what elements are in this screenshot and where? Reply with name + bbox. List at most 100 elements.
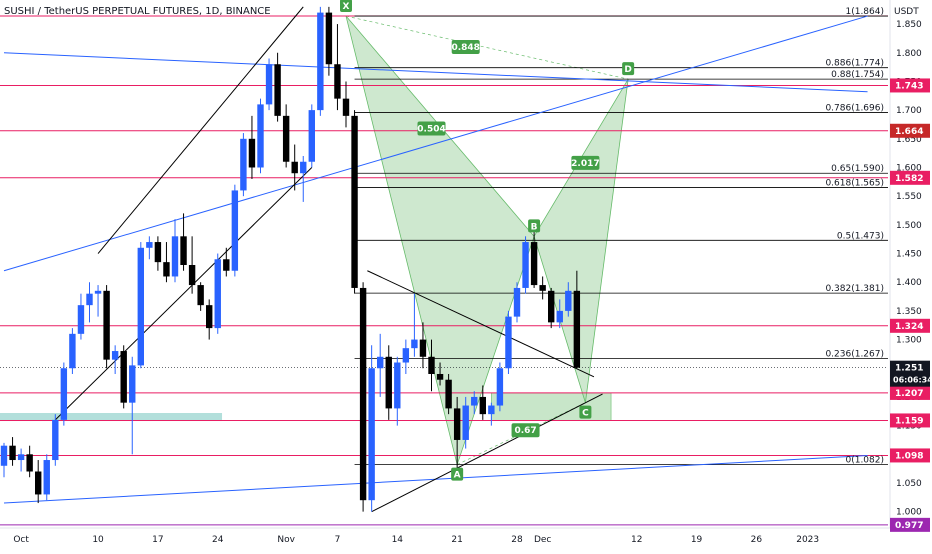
candle-15 [129,356,136,455]
candle-18 [154,236,162,271]
currency-label: USDT [894,7,919,17]
candle-49 [419,322,427,369]
candle-11 [94,285,102,317]
point-badge-D [622,62,635,76]
candle-body-42 [359,287,367,501]
candle-body-23 [197,285,204,306]
y-tick-17: 1.850 [896,20,922,30]
candle-body-34 [291,161,298,174]
point-badge-B [528,219,541,233]
rally-support-line [54,167,313,421]
x-tick-6: 14 [392,535,404,545]
candle-body-4 [35,471,42,495]
price-badges: 1.743 1.664 1.582 1.324 1.207 1.159 1.098 0.977… [890,78,932,532]
ratio-label-1: 0.504 [417,124,445,134]
resistance-badge-2-bg [890,123,930,138]
candle-body-62 [530,242,538,286]
x-tick-13: 2023 [796,535,819,545]
point-badge-A [451,467,464,481]
candle-1 [9,437,16,466]
candle-body-32 [274,64,281,116]
candle-body-51 [436,373,444,380]
candle-43 [368,345,375,512]
candle-54 [462,396,469,449]
candle-body-55 [471,396,478,406]
candle-39 [334,24,341,111]
ratio-badge-3 [511,423,540,438]
candle-body-33 [282,115,290,162]
resistance-badge-4-bg [890,318,930,333]
countdown-label: 06:06:34 [893,376,932,385]
descending-trendline [3,52,868,93]
candle-body-19 [163,262,170,277]
x-tick-1: 10 [92,535,104,545]
fib-label-9: 0(1.082) [845,456,884,466]
candle-42 [359,282,367,512]
resistance-badge-6: 1.159 [895,416,923,426]
candle-20 [171,219,179,283]
candle-14 [120,345,127,409]
resistance-badge-6-bg [890,413,930,428]
candle-body-35 [300,161,307,174]
candle-body-60 [513,287,521,317]
candle-66 [565,282,572,317]
ratio-label-2: 2.017 [571,159,599,169]
candle-63 [539,276,546,300]
candle-body-36 [308,110,315,162]
candle-29 [248,115,256,179]
y-tick-13: 1.650 [896,135,922,145]
candle-58 [496,362,504,412]
candle-17 [146,236,153,260]
candle-body-59 [505,316,512,369]
candle-7 [60,362,68,426]
resistance-badge-4: 1.324 [895,322,923,332]
candle-body-1 [9,445,16,461]
candle-32 [274,52,281,122]
fib-label-1: 0.886(1.774) [825,59,884,69]
candle-41 [351,110,358,294]
candle-67 [573,270,581,369]
candle-48 [411,293,418,357]
candle-50 [428,339,435,392]
candle-body-20 [171,236,179,277]
fib-label-5: 0.618(1.565) [825,179,884,189]
x-tick-4: Nov [277,535,295,545]
candle-9 [77,293,85,340]
candle-body-11 [94,290,102,294]
candle-38 [325,6,333,76]
candle-51 [436,362,444,386]
candle-body-57 [488,405,495,415]
candle-62 [530,230,538,288]
candle-body-63 [539,285,546,291]
candle-61 [522,236,529,294]
candle-body-2 [17,454,25,461]
candle-body-47 [402,348,410,363]
harmonic-xd-line [345,15,629,80]
candle-body-45 [385,356,392,409]
candle-body-8 [69,333,76,369]
candle-body-27 [231,190,239,271]
candle-64 [548,287,555,329]
candle-31 [265,58,273,111]
y-tick-1: 1.050 [896,479,922,489]
candle-28 [240,133,247,197]
candle-body-3 [26,454,33,472]
x-tick-5: 7 [335,535,341,545]
candle-body-38 [325,12,333,65]
candle-5 [43,454,50,501]
resistance-badge-5: 1.207 [895,389,923,399]
candle-8 [69,328,76,374]
upper-trendline [3,15,868,272]
candle-body-15 [129,365,136,403]
candle-body-56 [479,396,486,415]
time-axis[interactable]: Oct 10 17 24 Nov 7 14 21 28 Dec 12 19 26 2023 [0,527,932,550]
candle-body-31 [265,64,273,105]
candle-34 [291,144,298,191]
rally-channel-line [97,6,304,254]
candle-body-44 [377,356,384,369]
candle-body-16 [137,247,144,366]
current-price-badge: 1.251 [895,364,923,374]
candle-body-66 [565,290,572,311]
